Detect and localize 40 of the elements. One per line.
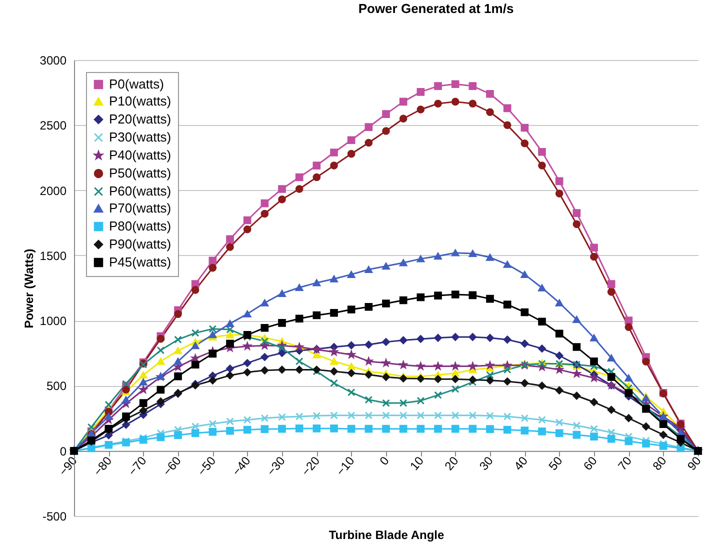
x-tick-label: 30 (476, 454, 496, 474)
legend-label: P60(watts) (109, 184, 172, 198)
x-tick-label: −50 (194, 454, 219, 478)
x-tick-label: 20 (442, 454, 462, 474)
y-tick-label: 1000 (40, 314, 67, 328)
legend-label: P20(watts) (109, 112, 172, 126)
x-tick-label: 40 (511, 454, 531, 474)
y-axis-title: Power (Watts) (22, 248, 36, 328)
legend-label: P45(watts) (109, 254, 172, 270)
legend-label: P30(watts) (109, 130, 172, 144)
x-tick-label: −60 (160, 454, 184, 478)
legend-label: P50(watts) (109, 166, 172, 180)
x-axis-title: Turbine Blade Angle (328, 528, 444, 542)
legend-label: P90(watts) (109, 236, 172, 252)
legend-label: P0(watts) (109, 76, 164, 92)
x-tick-label: −10 (333, 454, 358, 478)
x-tick-label: −20 (298, 454, 323, 478)
y-tick-label: 0 (60, 444, 67, 458)
x-tick-label: −40 (229, 454, 254, 478)
x-tick-label: −70 (125, 454, 150, 478)
legend-label: P80(watts) (109, 218, 172, 234)
y-tick-label: -500 (42, 510, 67, 524)
x-tick-label: −80 (90, 454, 115, 478)
legend-label: P40(watts) (109, 148, 172, 162)
y-tick-label: 2500 (40, 118, 67, 133)
x-tick-label: 90 (684, 454, 704, 474)
x-tick-label: 0 (376, 454, 392, 468)
y-tick-label: 1500 (40, 248, 67, 263)
legend-label: P70(watts) (109, 200, 172, 216)
y-tick-label: 500 (46, 379, 67, 394)
x-tick-label: 70 (615, 454, 635, 474)
x-tick-label: 80 (650, 454, 670, 474)
x-tick-label: −30 (264, 454, 288, 478)
y-tick-label: 2000 (40, 184, 67, 198)
y-tick-label: 3000 (40, 54, 67, 68)
x-tick-label: 10 (407, 454, 427, 474)
x-tick-label: 50 (546, 454, 566, 474)
legend-label: P10(watts) (109, 94, 172, 108)
chart-title: Power Generated at 1m/s (358, 1, 514, 16)
x-tick-label: 60 (580, 454, 600, 474)
